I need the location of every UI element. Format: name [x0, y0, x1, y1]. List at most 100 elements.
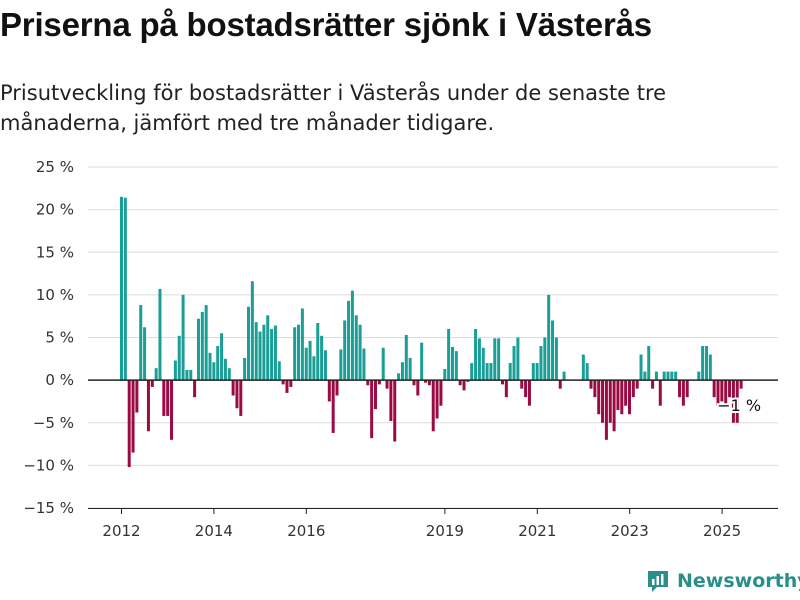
bar — [678, 380, 682, 398]
bar — [708, 354, 712, 381]
bar — [123, 197, 127, 381]
bar — [724, 380, 728, 406]
bar — [539, 346, 543, 381]
bar — [370, 380, 374, 439]
bar — [493, 338, 497, 381]
x-tick-label: 2012 — [102, 522, 140, 540]
bar — [612, 380, 616, 432]
bar — [331, 380, 335, 433]
bar — [250, 281, 254, 381]
bar — [458, 380, 462, 386]
bar — [589, 380, 593, 389]
y-tick-label: −5 % — [33, 414, 74, 432]
bar — [531, 363, 535, 381]
bar — [354, 315, 358, 381]
bar — [631, 380, 635, 398]
bar — [585, 363, 589, 381]
bar — [639, 354, 643, 381]
bar — [662, 371, 666, 381]
bar — [554, 337, 558, 381]
y-tick-label: 10 % — [36, 286, 74, 304]
bar — [120, 196, 123, 381]
bar — [350, 290, 354, 381]
bar — [485, 363, 489, 381]
bar — [239, 380, 243, 416]
bar — [497, 338, 501, 381]
newsworthy-logo-icon — [648, 571, 668, 592]
bar — [454, 351, 458, 381]
bar — [143, 327, 147, 381]
y-tick-label: 25 % — [36, 158, 74, 176]
y-tick-label: −10 % — [23, 456, 74, 474]
bar — [420, 342, 424, 381]
bar — [643, 371, 647, 381]
x-tick-label: 2016 — [287, 522, 325, 540]
bar — [712, 380, 716, 398]
bar — [297, 324, 301, 381]
bar — [581, 354, 585, 381]
bar — [146, 380, 150, 432]
bar — [254, 322, 258, 381]
bar — [408, 357, 412, 381]
bar — [670, 371, 674, 381]
bar — [335, 380, 339, 396]
x-tick-label: 2023 — [611, 522, 649, 540]
bar — [527, 380, 531, 406]
bar — [704, 346, 708, 381]
grid-lines — [88, 166, 778, 509]
bar — [616, 380, 620, 410]
bar-series — [120, 196, 743, 468]
bar — [135, 380, 139, 413]
bar — [397, 373, 401, 381]
bar — [127, 380, 131, 468]
bar — [543, 337, 547, 381]
bar — [339, 349, 343, 381]
chart-title: Priserna på bostadsrätter sjönk i Väster… — [0, 6, 652, 43]
bar — [501, 380, 504, 385]
bar — [327, 380, 331, 402]
bar — [366, 380, 370, 386]
bar — [343, 320, 347, 381]
bar — [516, 337, 520, 381]
bar — [158, 288, 162, 381]
bar — [258, 331, 262, 381]
bar — [193, 380, 197, 398]
bar — [477, 338, 481, 381]
bar — [601, 380, 605, 423]
bar — [658, 380, 662, 406]
bar — [150, 380, 154, 387]
bar — [200, 311, 204, 381]
bar — [320, 335, 324, 381]
bar — [685, 380, 689, 398]
bar — [304, 347, 308, 381]
bar — [285, 380, 289, 393]
bar — [227, 368, 231, 381]
bar — [439, 380, 443, 406]
bar — [551, 320, 555, 381]
bar — [358, 324, 362, 381]
y-tick-label: 5 % — [45, 329, 74, 347]
bar — [389, 380, 393, 422]
bar — [435, 380, 439, 419]
bar — [666, 371, 670, 381]
chart-subtitle: Prisutveckling för bostadsrätter i Väste… — [0, 81, 667, 135]
y-tick-label: 0 % — [45, 371, 74, 389]
bar — [489, 363, 493, 381]
x-tick-label: 2014 — [195, 522, 233, 540]
bar — [247, 306, 250, 381]
bar — [177, 335, 181, 381]
bar — [608, 380, 612, 423]
y-tick-label: −15 % — [23, 499, 74, 517]
bar — [681, 380, 685, 406]
bar — [739, 380, 743, 389]
bar — [647, 346, 651, 381]
bar — [427, 380, 431, 386]
bar — [620, 380, 624, 415]
bar — [504, 380, 508, 398]
bar — [654, 371, 658, 381]
bar — [562, 371, 566, 381]
bar — [196, 318, 200, 381]
tick-labels: 25 % 20 % 15 % 10 % 5 % 0 % −5 % −10 % −15 % 2012… — [23, 158, 763, 540]
bar — [166, 380, 170, 416]
bar — [720, 380, 724, 402]
